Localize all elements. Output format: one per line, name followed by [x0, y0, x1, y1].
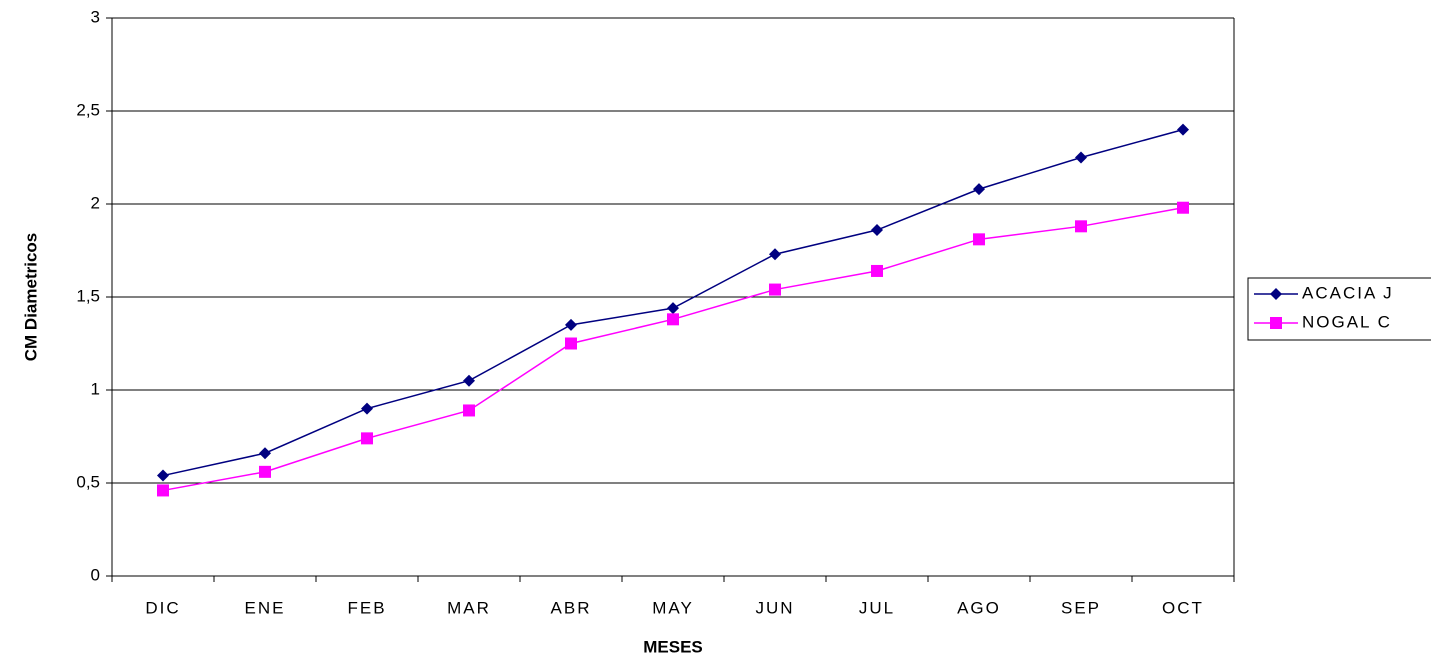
data-point: [361, 432, 373, 445]
data-point: [463, 404, 475, 417]
data-point: [1075, 151, 1087, 164]
y-tick-label: 3: [91, 7, 100, 26]
legend-box: [1247, 277, 1431, 341]
legend-marker: [1270, 317, 1282, 329]
data-point: [157, 484, 169, 497]
x-tick-label: OCT: [1162, 598, 1204, 617]
y-tick-label: 1,5: [76, 286, 100, 305]
x-axis-title: MESES: [643, 637, 703, 656]
data-point: [1177, 123, 1189, 136]
data-point: [667, 302, 679, 315]
series-line: [162, 206, 1184, 492]
data-point: [565, 318, 577, 331]
data-point: [871, 224, 883, 237]
legend-label: NOGAL C: [1302, 312, 1392, 331]
data-point: [565, 337, 577, 350]
data-point: [1075, 220, 1087, 233]
y-tick-label: 2: [91, 193, 100, 212]
data-point: [259, 447, 271, 460]
y-tick-label: 0,5: [76, 472, 100, 491]
data-point: [1177, 201, 1189, 214]
data-point: [157, 469, 169, 482]
x-tick-label: DIC: [145, 598, 180, 617]
x-tick-label: ENE: [245, 598, 286, 617]
x-tick-label: AGO: [957, 598, 1001, 617]
x-tick-label: MAY: [652, 598, 694, 617]
x-tick-label: ABR: [551, 598, 592, 617]
legend-marker: [1270, 288, 1282, 300]
x-tick-label: SEP: [1061, 598, 1101, 617]
y-tick-label: 0: [91, 565, 100, 584]
x-tick-label: FEB: [347, 598, 386, 617]
data-point: [973, 183, 985, 196]
data-point: [973, 233, 985, 246]
legend-label: ACACIA J: [1302, 283, 1394, 302]
data-point: [463, 374, 475, 387]
data-point: [769, 283, 781, 296]
y-axis-title: CM Diametricos: [21, 233, 40, 361]
x-tick-label: MAR: [447, 598, 491, 617]
data-point: [361, 402, 373, 415]
x-tick-label: JUN: [755, 598, 794, 617]
data-point: [259, 465, 271, 478]
data-point: [871, 264, 883, 277]
y-tick-label: 2,5: [76, 100, 100, 119]
y-tick-label: 1: [91, 379, 100, 398]
data-point: [769, 248, 781, 261]
x-tick-label: JUL: [859, 598, 895, 617]
data-point: [667, 313, 679, 326]
